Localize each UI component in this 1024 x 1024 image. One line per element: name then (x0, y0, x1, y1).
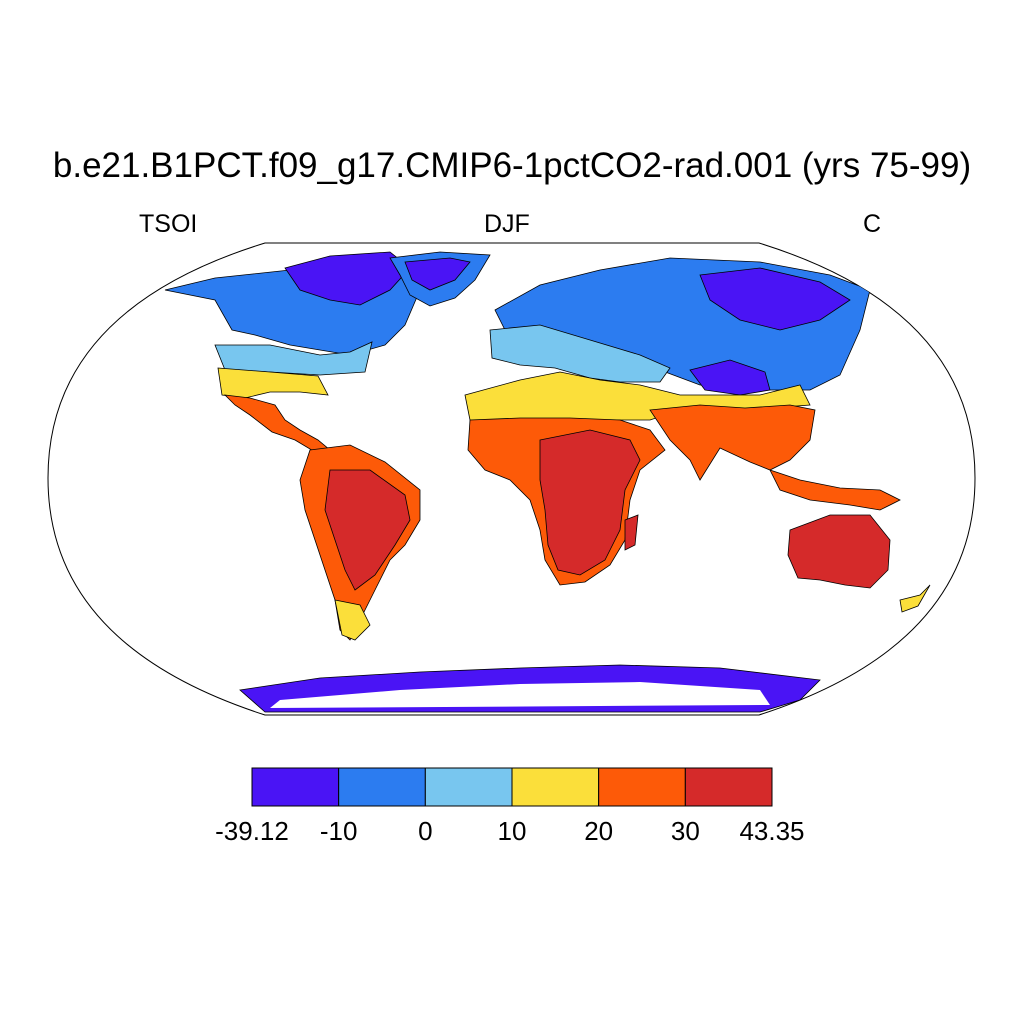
maritime-se-asia (769, 469, 901, 511)
colorbar-box-5 (684, 767, 773, 807)
madagascar (624, 514, 639, 551)
variable-label: TSOI (139, 210, 198, 238)
plot-title: b.e21.B1PCT.f09_g17.CMIP6-1pctCO2-rad.00… (52, 146, 972, 185)
units-label: C (863, 210, 882, 238)
south-asia-band (649, 404, 816, 481)
season-label: DJF (484, 210, 530, 238)
colorbar-label-0: -39.12 (215, 816, 289, 846)
south-america (299, 444, 421, 641)
colorbar-box-0 (251, 767, 340, 807)
colorbar-label-2: 0 (418, 816, 432, 846)
new-zealand (899, 584, 931, 613)
siberia-band (699, 267, 851, 331)
colorbar-label-3: 10 (498, 816, 527, 846)
colorbar-box-4 (598, 767, 686, 807)
south-america-hot-core (324, 469, 411, 591)
europe-band-cool (489, 324, 671, 383)
colorbar-label-5: 30 (671, 816, 700, 846)
africa (467, 417, 666, 586)
antarctica (239, 664, 821, 713)
africa-hot-core (539, 429, 641, 576)
colorbar-box-1 (338, 767, 426, 807)
colorbar-box-2 (424, 767, 513, 807)
colorbar-label-6: 43.35 (739, 816, 804, 846)
tibet-band (689, 359, 771, 396)
greenland (389, 251, 491, 307)
canada-arctic-band (284, 251, 411, 306)
australia (624, 469, 931, 613)
colorbar-label-4: 20 (584, 816, 613, 846)
colorbar-box-3 (511, 767, 600, 807)
patagonia-band (334, 599, 371, 641)
colorbar-label-1: -10 (320, 816, 358, 846)
north-america (164, 251, 421, 453)
eurasia (464, 257, 871, 481)
